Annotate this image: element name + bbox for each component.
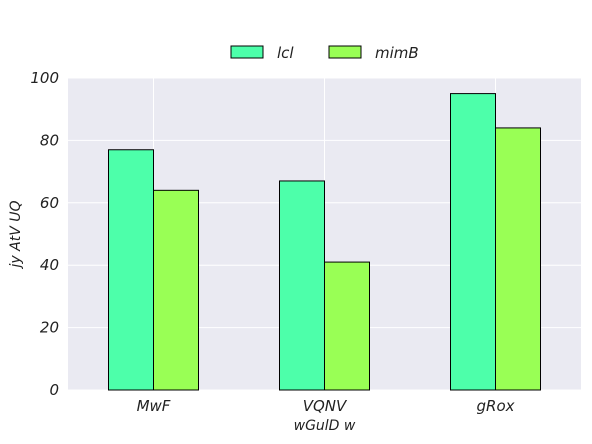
legend-label-mimB: mimB (375, 44, 419, 62)
legend: lcl mimB (230, 44, 419, 62)
y-tick-label: 40 (40, 256, 59, 274)
x-axis-label: wGulD w (294, 418, 356, 434)
bar-lcl-MwF (108, 149, 154, 391)
bars (108, 93, 541, 391)
bar-mimB-VQNV (324, 261, 370, 391)
bar-lcl-gRox (450, 93, 496, 391)
legend-label-lcl: lcl (277, 44, 294, 62)
y-tick-label: 20 (40, 319, 59, 337)
legend-swatch-mimB (328, 45, 362, 59)
x-tick-label: VQNV (303, 397, 348, 415)
legend-swatch-lcl (230, 45, 264, 59)
bar-mimB-MwF (153, 189, 199, 391)
y-axis-ticks: 0 20 40 60 80 100 (30, 69, 59, 399)
x-axis-ticks: MwF VQNV gRox (137, 397, 515, 415)
x-tick-label: gRox (477, 397, 515, 415)
y-tick-label: 80 (40, 131, 59, 149)
bar-mimB-gRox (495, 127, 541, 391)
y-tick-label: 0 (49, 381, 59, 399)
y-axis-label: jy AtV UQ (8, 201, 24, 270)
y-tick-label: 100 (30, 69, 59, 87)
bar-lcl-VQNV (279, 180, 325, 391)
x-tick-label: MwF (137, 397, 171, 415)
y-tick-label: 60 (40, 194, 59, 212)
